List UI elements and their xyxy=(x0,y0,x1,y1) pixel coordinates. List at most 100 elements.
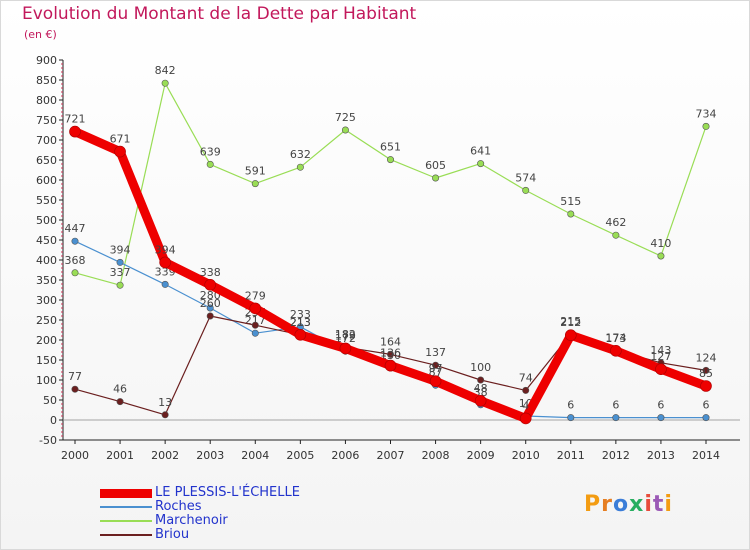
data-point xyxy=(655,363,667,376)
x-tick-label: 2003 xyxy=(196,449,224,462)
data-point xyxy=(69,125,81,138)
data-point xyxy=(296,163,304,171)
data-label: 127 xyxy=(650,350,671,363)
data-point xyxy=(474,394,487,407)
x-tick-label: 2013 xyxy=(647,449,675,462)
logo-letter: r xyxy=(601,492,613,517)
chart-title: Evolution du Montant de la Dette par Hab… xyxy=(22,4,417,24)
x-tick-label: 2014 xyxy=(692,449,720,462)
data-point xyxy=(161,280,169,288)
y-tick-label: 650 xyxy=(36,154,57,167)
data-point xyxy=(251,329,259,337)
data-point xyxy=(116,258,124,266)
logo-letter: P xyxy=(584,492,602,517)
data-point xyxy=(702,414,710,422)
x-tick-label: 2005 xyxy=(286,449,314,462)
y-tick-label: 500 xyxy=(36,214,57,227)
x-tick-label: 2000 xyxy=(61,449,89,462)
x-tick-label: 2007 xyxy=(377,449,405,462)
data-label: 447 xyxy=(65,222,86,235)
x-tick-label: 2012 xyxy=(602,449,630,462)
x-tick-label: 2009 xyxy=(467,449,495,462)
data-label: 591 xyxy=(245,165,266,178)
logo-letter: t xyxy=(652,492,665,517)
data-point xyxy=(432,361,440,369)
data-point xyxy=(564,329,577,342)
data-point xyxy=(159,256,171,269)
data-label: 164 xyxy=(380,335,401,348)
y-tick-label: 200 xyxy=(36,334,57,347)
data-point xyxy=(386,156,394,164)
data-point xyxy=(341,126,349,134)
legend-item: Briou xyxy=(100,528,300,542)
y-tick-label: 850 xyxy=(36,74,57,87)
data-label: 4 xyxy=(522,399,529,412)
x-tick-label: 2011 xyxy=(557,449,585,462)
data-point xyxy=(657,252,665,260)
data-label: 6 xyxy=(703,399,710,412)
data-label: 13 xyxy=(158,396,172,409)
data-point xyxy=(429,375,442,388)
data-label: 279 xyxy=(245,289,266,302)
y-tick-label: 250 xyxy=(36,314,57,327)
legend-label: Roches xyxy=(155,499,202,514)
data-label: 136 xyxy=(380,347,401,360)
data-point xyxy=(251,321,259,329)
data-label: 48 xyxy=(474,382,488,395)
data-point xyxy=(161,411,169,419)
chart-subtitle: (en €) xyxy=(24,28,57,41)
data-label: 85 xyxy=(699,367,713,380)
y-tick-label: 900 xyxy=(36,54,57,67)
data-label: 182 xyxy=(335,328,356,341)
data-label: 368 xyxy=(65,254,86,267)
data-label: 46 xyxy=(113,383,127,396)
data-point xyxy=(477,160,485,168)
y-tick-label: 450 xyxy=(36,234,57,247)
data-point xyxy=(567,210,575,218)
data-point xyxy=(384,359,397,372)
x-tick-label: 2002 xyxy=(151,449,179,462)
data-point xyxy=(206,312,214,320)
data-label: 174 xyxy=(605,331,626,344)
data-point xyxy=(432,174,440,182)
x-tick-label: 2010 xyxy=(512,449,540,462)
data-label: 173 xyxy=(605,332,626,345)
data-label: 6 xyxy=(657,399,664,412)
data-point xyxy=(294,328,307,341)
logo-letter: x xyxy=(629,492,645,517)
y-tick-label: 50 xyxy=(43,394,57,407)
data-point xyxy=(206,304,214,312)
legend-swatch xyxy=(100,520,152,522)
y-tick-label: 550 xyxy=(36,194,57,207)
data-label: 734 xyxy=(696,107,717,120)
logo-letter: o xyxy=(612,492,630,517)
chart-legend: LE PLESSIS-L'ÉCHELLE Roches Marchenoir Brio… xyxy=(100,486,300,542)
data-label: 515 xyxy=(560,195,581,208)
data-label: 337 xyxy=(110,266,131,279)
data-label: 641 xyxy=(470,145,491,158)
proxiti-logo: Proxiti xyxy=(584,492,673,517)
data-label: 124 xyxy=(696,351,717,364)
data-point xyxy=(206,160,214,168)
data-label: 639 xyxy=(200,145,221,158)
data-point xyxy=(702,366,710,374)
data-label: 651 xyxy=(380,141,401,154)
data-label: 213 xyxy=(290,316,311,329)
legend-label: Briou xyxy=(155,527,190,542)
data-label: 671 xyxy=(110,133,131,146)
data-point xyxy=(71,237,79,245)
data-point xyxy=(700,380,712,392)
data-label: 97 xyxy=(429,362,443,375)
data-label: 260 xyxy=(200,297,221,310)
data-point xyxy=(519,412,532,425)
y-tick-label: 150 xyxy=(36,354,57,367)
y-tick-label: 300 xyxy=(36,294,57,307)
y-tick-label: 800 xyxy=(36,94,57,107)
data-label: 6 xyxy=(612,399,619,412)
data-label: 721 xyxy=(65,113,86,126)
logo-letter: i xyxy=(664,492,673,517)
data-label: 394 xyxy=(110,243,131,256)
x-tick-label: 2008 xyxy=(422,449,450,462)
legend-swatch xyxy=(100,488,152,498)
